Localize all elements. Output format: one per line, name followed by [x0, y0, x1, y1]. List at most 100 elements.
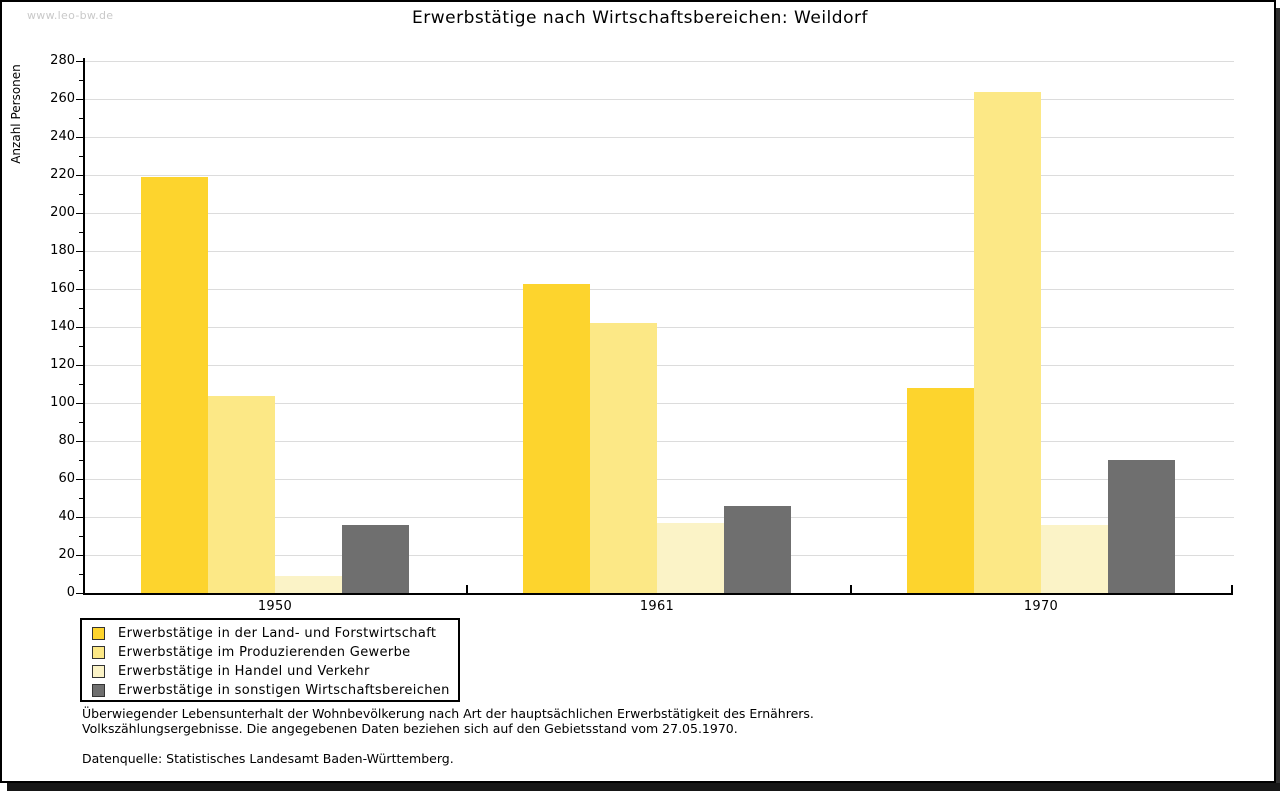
chart-title: Erwerbstätige nach Wirtschaftsbereichen:…: [412, 8, 868, 28]
gridline-120: [85, 365, 1234, 367]
bar-1950-series-3: [275, 575, 342, 593]
bar-1961-series-3: [657, 522, 724, 593]
y-minor-tick-190: [79, 232, 83, 234]
bar-1970-series-4: [1108, 460, 1175, 593]
y-tick-label-200: 200: [50, 205, 75, 221]
bar-1950-series-1: [141, 177, 208, 593]
gridline-100: [85, 403, 1234, 405]
x-category-label-1950: 1950: [257, 599, 293, 614]
y-major-tick-60: [76, 479, 83, 481]
legend-item-3: Erwerbstätige in Handel und Verkehr: [92, 662, 450, 681]
legend-swatch-4: [92, 684, 105, 697]
watermark-url: www.leo-bw.de: [27, 9, 114, 22]
y-tick-label-180: 180: [50, 243, 75, 259]
gridline-200: [85, 213, 1234, 215]
legend-item-4: Erwerbstätige in sonstigen Wirtschaftsbe…: [92, 681, 450, 700]
y-tick-label-60: 60: [58, 471, 75, 487]
bar-1950-series-2: [208, 395, 275, 593]
data-source-text: Datenquelle: Statistisches Landesamt Bad…: [82, 751, 454, 766]
y-major-tick-0: [76, 593, 83, 594]
y-tick-label-0: 0: [66, 585, 75, 600]
x-category-label-1970: 1970: [1023, 599, 1059, 614]
window-shadow-bottom: [7, 783, 1280, 791]
y-major-tick-120: [76, 365, 83, 367]
y-minor-tick-90: [79, 422, 83, 424]
y-tick-label-140: 140: [50, 319, 75, 335]
y-tick-label-240: 240: [50, 129, 75, 145]
bar-1950-series-4: [342, 524, 409, 593]
legend-label-2: Erwerbstätige im Produzierenden Gewerbe: [118, 645, 411, 660]
y-major-tick-80: [76, 441, 83, 443]
gridline-260: [85, 99, 1234, 101]
bar-1961-series-2: [590, 323, 657, 593]
bar-1961-series-1: [523, 283, 590, 593]
y-major-tick-160: [76, 289, 83, 291]
y-tick-label-220: 220: [50, 167, 75, 183]
y-minor-tick-50: [79, 498, 83, 500]
x-region-tick-1: [466, 585, 468, 593]
footnote-line-1: Überwiegender Lebensunterhalt der Wohnbe…: [82, 706, 814, 721]
y-major-tick-140: [76, 327, 83, 329]
x-category-label-1961: 1961: [639, 599, 675, 614]
gridline-80: [85, 441, 1234, 443]
y-tick-label-260: 260: [50, 91, 75, 107]
x-region-tick-2: [850, 585, 852, 593]
bar-1970-series-2: [974, 91, 1041, 593]
gridline-140: [85, 327, 1234, 329]
y-major-tick-240: [76, 137, 83, 139]
y-tick-label-160: 160: [50, 281, 75, 297]
y-axis-line: [83, 58, 85, 595]
gridline-180: [85, 251, 1234, 253]
legend-label-4: Erwerbstätige in sonstigen Wirtschaftsbe…: [118, 683, 450, 698]
gridline-240: [85, 137, 1234, 139]
y-major-tick-40: [76, 517, 83, 519]
y-minor-tick-270: [79, 80, 83, 82]
y-tick-label-40: 40: [58, 509, 75, 525]
y-tick-label-280: 280: [50, 53, 75, 69]
legend-box: Erwerbstätige in der Land- und Forstwirt…: [80, 618, 460, 702]
y-tick-label-100: 100: [50, 395, 75, 411]
y-tick-label-120: 120: [50, 357, 75, 373]
bar-1970-series-1: [907, 387, 974, 593]
y-minor-tick-210: [79, 194, 83, 196]
x-region-tick-3: [1231, 585, 1233, 593]
y-minor-tick-110: [79, 384, 83, 386]
legend-swatch-2: [92, 646, 105, 659]
y-minor-tick-150: [79, 308, 83, 310]
y-minor-tick-230: [79, 156, 83, 158]
y-major-tick-100: [76, 403, 83, 405]
gridline-60: [85, 479, 1234, 481]
y-major-tick-280: [76, 61, 83, 63]
y-tick-label-80: 80: [58, 433, 75, 449]
x-axis-line: [83, 593, 1233, 595]
legend-label-1: Erwerbstätige in der Land- und Forstwirt…: [118, 626, 437, 641]
footnote-line-2: Volkszählungsergebnisse. Die angegebenen…: [82, 720, 738, 736]
y-minor-tick-250: [79, 118, 83, 120]
y-tick-label-20: 20: [58, 547, 75, 563]
y-minor-tick-10: [79, 574, 83, 575]
y-minor-tick-170: [79, 270, 83, 272]
legend-item-1: Erwerbstätige in der Land- und Forstwirt…: [92, 624, 450, 643]
gridline-280: [85, 61, 1234, 63]
y-major-tick-180: [76, 251, 83, 253]
y-axis-label: Anzahl Personen: [9, 64, 23, 164]
legend-swatch-1: [92, 627, 105, 640]
legend-item-2: Erwerbstätige im Produzierenden Gewerbe: [92, 643, 450, 662]
legend-label-3: Erwerbstätige in Handel und Verkehr: [118, 664, 370, 679]
y-major-tick-260: [76, 99, 83, 101]
footnote-text: Überwiegender Lebensunterhalt der Wohnbe…: [82, 706, 814, 736]
bar-1961-series-4: [724, 505, 791, 593]
bar-1970-series-3: [1041, 524, 1108, 593]
y-minor-tick-70: [79, 460, 83, 462]
y-major-tick-220: [76, 175, 83, 177]
y-major-tick-200: [76, 213, 83, 215]
legend-swatch-3: [92, 665, 105, 678]
window-shadow-right: [1276, 8, 1280, 783]
y-major-tick-20: [76, 555, 83, 557]
gridline-160: [85, 289, 1234, 291]
gridline-220: [85, 175, 1234, 177]
y-minor-tick-130: [79, 346, 83, 348]
gridline-40: [85, 517, 1234, 519]
y-minor-tick-30: [79, 536, 83, 538]
